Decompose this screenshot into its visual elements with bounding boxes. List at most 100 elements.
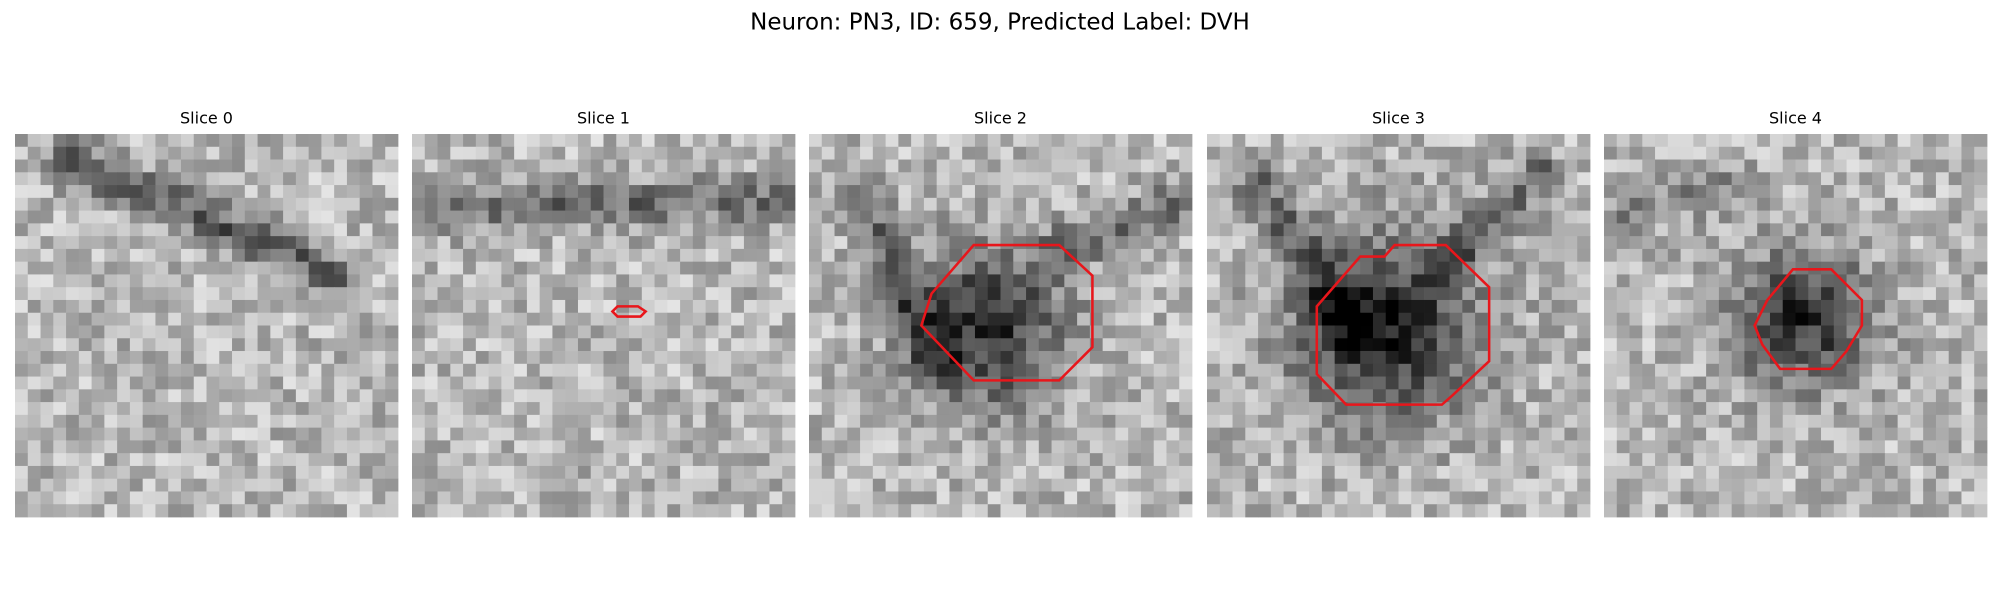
pixel: [847, 376, 861, 390]
pixel: [450, 159, 464, 173]
pixel: [1910, 504, 1924, 518]
pixel: [603, 414, 617, 429]
pixel: [565, 402, 579, 416]
pixel: [769, 172, 783, 186]
pixel: [1475, 248, 1489, 263]
pixel: [1385, 491, 1399, 505]
pixel: [372, 453, 386, 467]
pixel: [1179, 134, 1193, 148]
pixel: [1961, 351, 1975, 365]
pixel: [129, 363, 144, 377]
pixel: [667, 465, 681, 480]
pixel: [1935, 274, 1950, 288]
pixel: [295, 236, 310, 250]
pixel: [514, 478, 528, 492]
pixel: [1808, 351, 1822, 365]
pixel: [450, 236, 464, 250]
pixel: [1051, 440, 1065, 454]
pixel: [1782, 478, 1796, 492]
pixel: [1744, 338, 1758, 352]
pixel: [206, 351, 220, 365]
pixel: [1680, 261, 1694, 275]
pixel: [129, 325, 144, 339]
pixel: [1884, 427, 1899, 441]
pixel: [283, 223, 297, 237]
pixel: [1821, 402, 1835, 416]
pixel: [1360, 325, 1374, 339]
pixel: [1487, 197, 1502, 211]
pixel: [1283, 376, 1297, 390]
pixel: [180, 376, 195, 390]
pixel: [129, 146, 144, 160]
pixel: [809, 440, 823, 454]
pixel: [257, 465, 271, 480]
pixel: [412, 478, 426, 492]
pixel: [705, 389, 719, 403]
pixel: [603, 248, 617, 263]
pixel: [1667, 210, 1681, 224]
pixel: [1424, 197, 1438, 211]
pixel: [1564, 248, 1578, 263]
pixel: [949, 325, 963, 339]
pixel: [308, 338, 322, 352]
pixel: [1538, 134, 1553, 148]
pixel: [1219, 210, 1233, 224]
pixel: [692, 363, 707, 377]
pixel: [782, 223, 796, 237]
pixel: [1795, 402, 1809, 416]
pixel: [1551, 210, 1565, 224]
pixel: [1757, 376, 1771, 390]
pixel: [1245, 261, 1259, 275]
pixel: [1923, 172, 1937, 186]
pixel: [667, 402, 681, 416]
pixel: [834, 478, 848, 492]
pixel: [424, 325, 438, 339]
pixel: [1846, 478, 1860, 492]
pixel: [142, 351, 156, 365]
pixel: [385, 159, 399, 173]
pixel: [898, 453, 912, 467]
pixel: [718, 134, 732, 148]
pixel: [962, 363, 976, 377]
pixel: [385, 453, 399, 467]
pixel: [15, 325, 29, 339]
pixel: [1744, 197, 1758, 211]
pixel: [1321, 223, 1336, 237]
pixel: [667, 134, 681, 148]
pixel: [1283, 299, 1297, 314]
pixel: [1179, 389, 1193, 403]
pixel: [718, 299, 732, 314]
pixel: [27, 427, 41, 441]
pixel: [1551, 236, 1565, 250]
pixel: [680, 312, 694, 326]
pixel: [1077, 402, 1091, 416]
pixel: [949, 376, 963, 390]
pixel: [1680, 312, 1694, 326]
pixel: [1334, 236, 1348, 250]
pixel: [1013, 504, 1027, 518]
pixel: [1449, 312, 1463, 326]
pixel: [680, 363, 694, 377]
pixel: [1077, 134, 1091, 148]
pixel: [1884, 197, 1899, 211]
pixel: [1808, 134, 1822, 148]
pixel: [1821, 210, 1835, 224]
pixel: [809, 414, 823, 429]
pixel: [53, 248, 67, 263]
pixel: [1526, 299, 1540, 314]
pixel: [539, 223, 553, 237]
pixel: [1245, 236, 1259, 250]
pixel: [1808, 236, 1822, 250]
pixel: [1564, 197, 1578, 211]
pixel: [1500, 210, 1514, 224]
pixel: [539, 172, 553, 186]
pixel: [834, 351, 848, 365]
pixel: [1424, 465, 1438, 480]
pixel: [1449, 376, 1463, 390]
pixel: [129, 287, 144, 301]
pixel: [1360, 134, 1374, 148]
pixel: [860, 440, 874, 454]
pixel: [1667, 414, 1681, 429]
pixel: [1424, 376, 1438, 390]
pixel: [1680, 134, 1694, 148]
